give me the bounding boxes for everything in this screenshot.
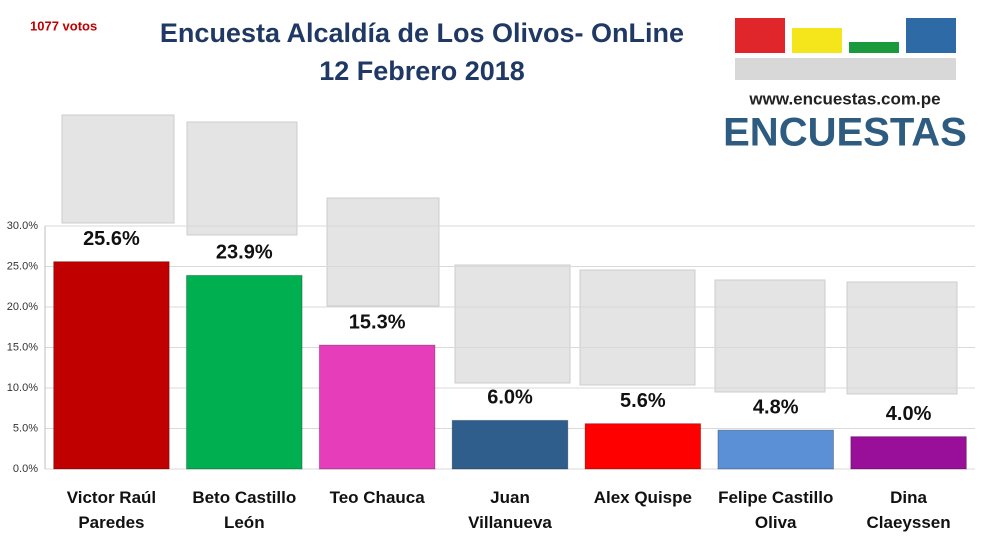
y-tick-label: 30.0% <box>7 220 38 232</box>
logo-block <box>792 28 842 53</box>
bar <box>584 423 702 470</box>
logo: www.encuestas.com.pe ENCUESTAS <box>723 18 967 155</box>
bar <box>717 429 835 470</box>
logo-block <box>849 42 899 53</box>
bar <box>185 274 303 470</box>
value-label: 4.8% <box>753 396 799 418</box>
logo-block <box>906 18 956 53</box>
candidate-photo <box>186 121 298 236</box>
logo-block <box>735 18 785 53</box>
photos <box>61 114 958 395</box>
logo-text: ENCUESTAS <box>723 111 967 155</box>
value-label: 15.3% <box>349 311 406 333</box>
votes-note: 1077 votos <box>30 18 97 33</box>
value-label: 5.6% <box>620 390 666 412</box>
logo-band <box>735 58 956 80</box>
bar <box>850 436 967 470</box>
y-tick-label: 5.0% <box>13 422 38 434</box>
value-label: 23.9% <box>216 242 273 264</box>
y-tick-label: 10.0% <box>7 382 38 394</box>
logo-url: www.encuestas.com.pe <box>748 89 940 108</box>
y-tick-label: 20.0% <box>7 301 38 313</box>
candidate-photo <box>61 114 175 224</box>
y-tick-label: 0.0% <box>13 463 38 475</box>
bar <box>53 261 170 470</box>
x-tick-label: Juan Villanueva <box>468 488 552 532</box>
x-tick-label: Felipe Castillo Oliva <box>718 488 834 532</box>
x-tick-label: Victor Raúl Paredes <box>66 488 157 532</box>
bar <box>318 344 436 470</box>
x-tick-label: Alex Quispe <box>593 488 692 507</box>
value-label: 25.6% <box>83 228 140 250</box>
x-tick-label: Dina Claeyssen <box>866 488 951 532</box>
value-label: 6.0% <box>487 387 533 409</box>
candidate-photo <box>454 264 571 384</box>
bar <box>451 419 569 470</box>
chart-subtitle: 12 Febrero 2018 <box>319 56 525 86</box>
value-label: 4.0% <box>886 403 932 425</box>
chart-title: Encuesta Alcaldía de Los Olivos- OnLine <box>160 18 684 48</box>
candidate-photo <box>846 281 958 395</box>
candidate-photo <box>326 197 440 307</box>
y-tick-label: 25.0% <box>7 260 38 272</box>
y-tick-label: 15.0% <box>7 341 38 353</box>
candidate-photo <box>579 269 696 386</box>
candidate-photo <box>714 279 826 393</box>
x-tick-label: Teo Chauca <box>329 488 425 507</box>
x-tick-label: Beto Castillo León <box>192 488 297 532</box>
